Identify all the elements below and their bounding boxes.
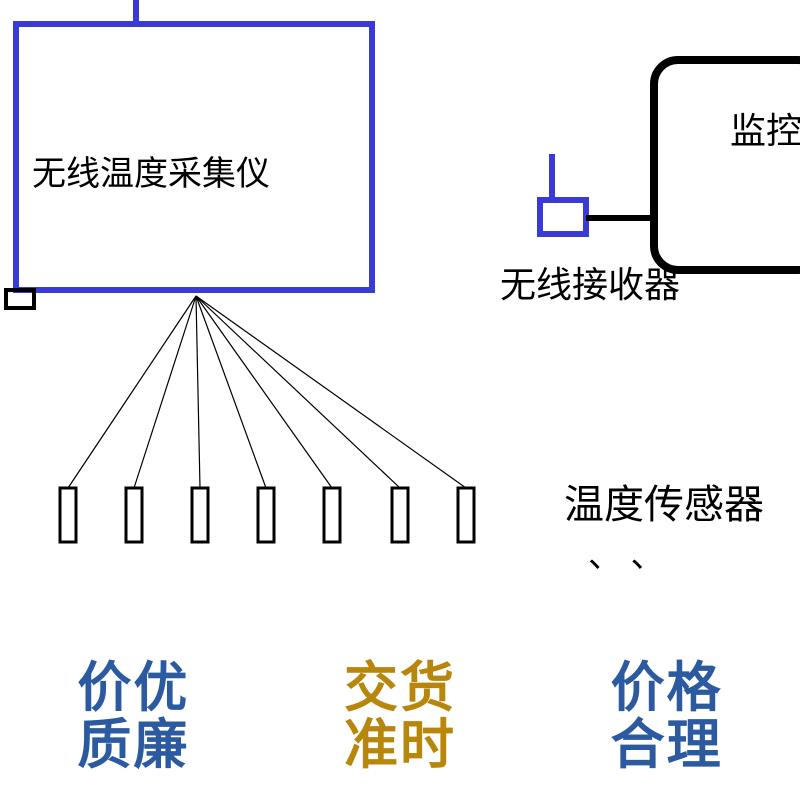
strip-cell-3-line2: 合理 [533, 717, 800, 774]
strip-cell-3-line1: 价格 [533, 660, 800, 717]
strip-cell-2-line1: 交货 [267, 660, 534, 717]
diagram-stage: 无线温度采集仪 无线接收器 监控 温度传感器 、 、 价优 质廉 交货 准时 价… [0, 0, 800, 800]
strip-cell-1: 价优 质廉 [0, 660, 267, 780]
strip-cell-1-line1: 价优 [0, 660, 267, 717]
label-collector: 无线温度采集仪 [32, 146, 270, 195]
label-monitor: 监控 [730, 102, 800, 154]
strip-cell-2: 交货 准时 [267, 660, 534, 780]
strip-cell-3: 价格 合理 [533, 660, 800, 780]
strip-cell-1-line2: 质廉 [0, 717, 267, 774]
label-sensor: 温度传感器 [564, 472, 764, 530]
strip-cell-2-line2: 准时 [267, 717, 534, 774]
bottom-strip: 价优 质廉 交货 准时 价格 合理 [0, 660, 800, 780]
label-receiver: 无线接收器 [500, 256, 680, 308]
label-tick-marks: 、 、 [588, 528, 665, 577]
